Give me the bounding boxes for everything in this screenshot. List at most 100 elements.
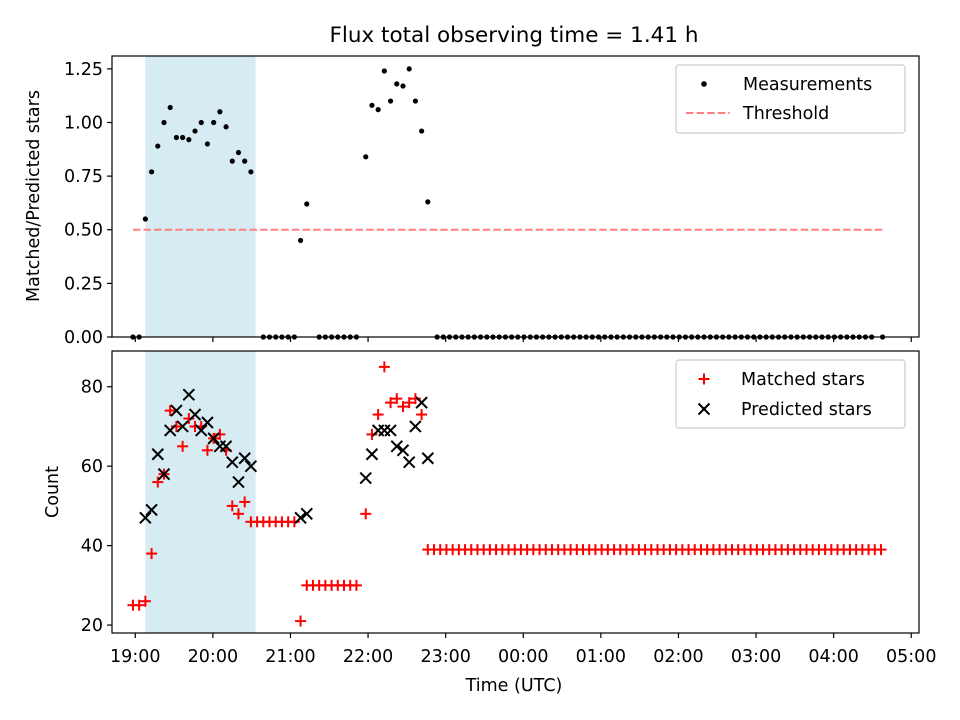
measurement-point [242,158,248,164]
x-tick-label: 05:00 [886,647,936,667]
measurement-point [217,109,223,115]
predicted-star-point [294,511,307,525]
measurement-point [297,237,304,244]
bottom-y-axis: 20 40 60 80 [81,378,112,636]
matched-star-point [366,428,378,440]
predicted-star-point [182,388,196,401]
predicted-star-point [359,471,372,485]
matched-star-point [416,409,428,421]
legend-measurements-label: Measurements [743,75,872,95]
matched-star-point [146,548,158,560]
bottom-legend-box [675,359,906,429]
bottom-legend: Matched stars Predicted stars [675,359,906,429]
measurement-point [425,199,431,205]
bottom-highlight-span [145,351,256,633]
top-y-tick-label: 1.00 [64,113,103,133]
measurement-point [248,169,254,175]
matched-star-point [391,393,403,405]
top-y-tick-label: 0.75 [64,167,103,187]
measurement-point [161,119,167,126]
legend-predicted-cross [697,402,711,416]
measurement-point [387,98,394,104]
top-y-axis-label: Matched/Predicted stars [24,90,44,302]
matched-star-point [201,444,213,456]
predicted-star-point [384,424,397,437]
predicted-star-point [157,467,171,481]
predicted-star-point [409,420,422,433]
matched-star-point [350,579,362,591]
matched-star-point [288,516,300,528]
matched-star-point [177,440,189,452]
top-highlight-span [145,56,256,337]
predicted-star-point [219,440,233,453]
x-tick-label: 03:00 [731,647,781,667]
predicted-star-point [421,452,435,465]
predicted-star-point [226,456,239,469]
matched-star-point [239,496,251,508]
matched-star-point [152,476,164,488]
matched-star-point [372,409,384,421]
predicted-star-point [170,404,183,417]
predicted-star-point [145,503,158,517]
top-legend: Measurements Threshold [675,64,906,134]
measurement-point [419,128,425,134]
x-tick-label: 04:00 [808,647,858,667]
x-tick-label: 22:00 [343,647,393,667]
legend-threshold-label: Threshold [742,104,829,124]
measurement-point [400,83,406,89]
measurement-point [304,201,310,207]
top-legend-box [675,64,906,134]
legend-predicted-marker [697,402,711,416]
predicted-star-point [139,511,152,525]
top-y-tick-label: 1.25 [64,60,103,80]
matched-star-point [360,508,372,520]
legend-matched-label: Matched stars [741,370,865,390]
measurement-point [369,102,375,108]
chart-title: Flux total observing time = 1.41 h [330,23,699,48]
top-y-tick-label: 0.00 [64,328,103,348]
predicted-star-point [244,459,258,473]
matched-star-point [295,615,307,627]
top-panel: Flux total observing time = 1.41 h 0.00 0… [24,23,920,348]
measurement-point [173,134,180,141]
predicted-star-point [238,452,251,465]
matched-star-point [385,397,397,409]
measurement-point [229,158,235,164]
x-tick-label: 01:00 [576,647,626,667]
predicted-star-point [390,440,403,453]
measurement-point [155,143,161,149]
measurement-point [406,66,412,72]
top-axes-frame [111,55,920,338]
x-tick-label: 02:00 [653,647,703,667]
predicted-star-point [396,444,410,457]
x-axis-label: Time (UTC) [465,676,563,696]
x-tick-label: 21:00 [265,647,315,667]
bottom-axes-frame [111,350,920,634]
predicted-star-point [300,507,313,521]
matched-star-point [378,361,390,373]
matched-star-point [875,544,887,556]
matched-star-point [164,405,176,417]
predicted-star-point [176,420,189,433]
measurement-point [167,104,173,111]
bottom-y-tick-label: 40 [81,537,103,557]
measurement-point [192,128,198,134]
x-tick-label: 20:00 [188,647,238,667]
x-tick-label: 23:00 [420,647,470,667]
matched-star-point [183,413,195,425]
predicted-star-point [201,416,214,429]
top-y-axis: 0.00 0.25 0.50 0.75 1.00 1.25 [64,60,112,348]
bottom-y-tick-label: 60 [81,457,103,477]
legend-measurements-marker [701,81,707,87]
legend-matched-marker [698,373,710,385]
predicted-star-point [415,396,428,409]
matched-stars-points [127,361,887,627]
matched-star-point [214,428,226,440]
measurement-point [412,98,419,104]
measurement-point [186,137,192,143]
bottom-y-tick-label: 80 [81,378,103,398]
measurement-point [223,124,229,130]
matched-star-point [403,397,415,409]
predicted-star-point [232,475,245,489]
measurement-point [204,141,211,147]
